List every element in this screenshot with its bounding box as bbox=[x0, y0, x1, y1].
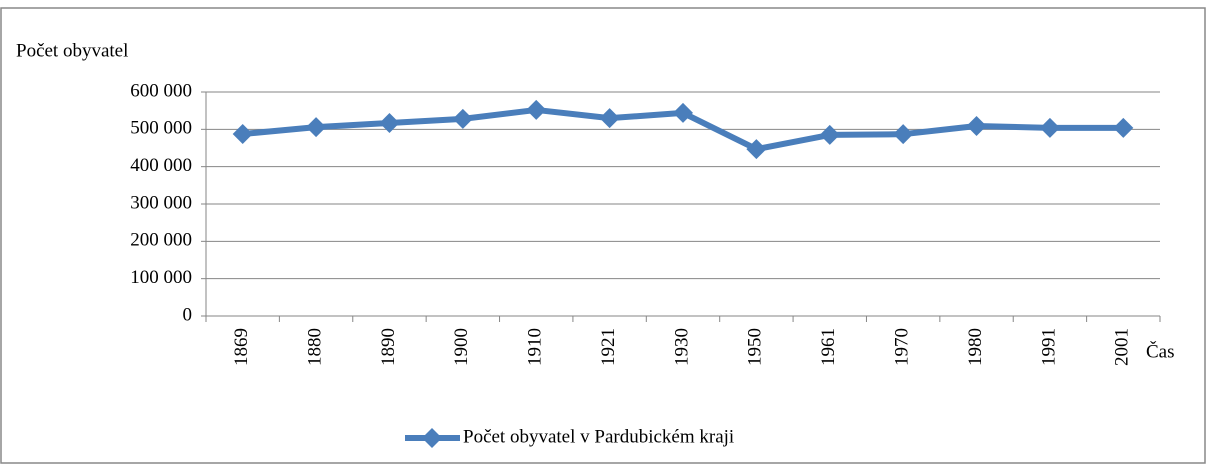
x-tick-label: 1950 bbox=[745, 328, 766, 366]
y-tick-label: 300 000 bbox=[130, 192, 192, 213]
x-tick-label: 2001 bbox=[1112, 328, 1133, 366]
y-tick-label: 400 000 bbox=[130, 155, 192, 176]
legend-label: Počet obyvatel v Pardubickém kraji bbox=[463, 426, 734, 447]
x-tick-label: 1880 bbox=[304, 328, 325, 366]
y-tick-label: 0 bbox=[183, 304, 193, 325]
x-tick-label: 1890 bbox=[378, 328, 399, 366]
x-axis-label: Čas bbox=[1146, 340, 1175, 362]
y-tick-label: 200 000 bbox=[130, 230, 192, 251]
data-point bbox=[893, 124, 914, 145]
data-point bbox=[599, 108, 620, 129]
x-tick-label: 1900 bbox=[451, 328, 472, 366]
x-tick-label: 1921 bbox=[598, 328, 619, 366]
x-tick-label: 1970 bbox=[892, 328, 913, 366]
y-tick-label: 100 000 bbox=[130, 267, 192, 288]
data-point bbox=[1039, 117, 1060, 138]
x-tick-label: 1910 bbox=[525, 328, 546, 366]
legend-marker bbox=[422, 428, 442, 448]
data-point bbox=[746, 139, 767, 160]
x-tick-label: 1930 bbox=[671, 328, 692, 366]
data-point bbox=[1113, 117, 1134, 138]
data-point bbox=[232, 124, 253, 144]
data-point bbox=[966, 115, 987, 136]
data-point bbox=[819, 124, 840, 145]
x-tick-label: 1961 bbox=[818, 328, 839, 366]
data-point bbox=[452, 108, 473, 129]
x-tick-label: 1991 bbox=[1038, 328, 1059, 366]
data-point bbox=[673, 102, 693, 123]
data-point bbox=[306, 117, 327, 138]
x-tick-label: 1980 bbox=[965, 328, 986, 366]
y-tick-label: 500 000 bbox=[130, 118, 192, 139]
data-point bbox=[379, 112, 400, 133]
y-axis-label: Počet obyvatel bbox=[16, 40, 128, 61]
data-point bbox=[526, 99, 547, 120]
y-tick-label: 600 000 bbox=[130, 80, 192, 101]
x-tick-label: 1869 bbox=[231, 328, 252, 366]
chart-frame bbox=[0, 7, 1206, 464]
